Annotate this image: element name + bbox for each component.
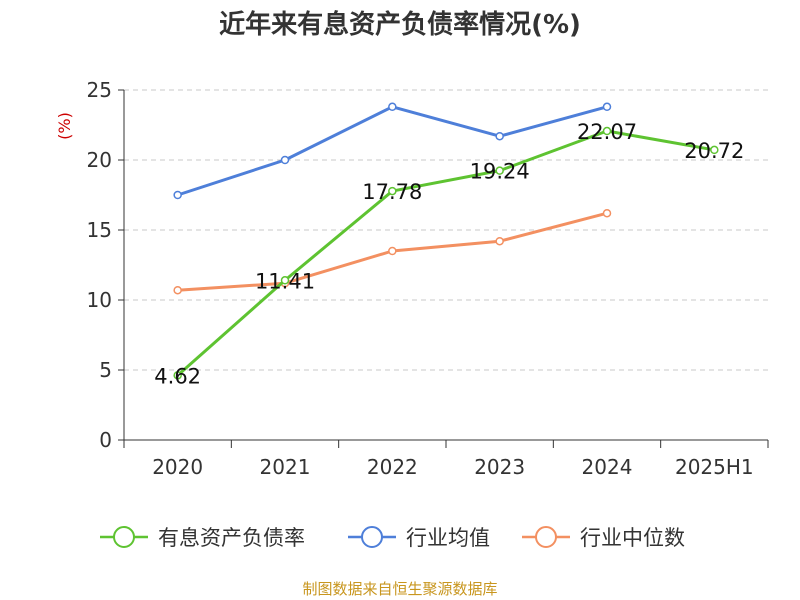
legend-label: 行业均值 — [406, 526, 490, 550]
x-tick-label-2021: 2021 — [260, 455, 311, 479]
data-point — [495, 166, 504, 175]
y-axis-label: (%) — [55, 112, 74, 140]
data-label: 4.62 — [154, 364, 201, 388]
legend: 有息资产负债率 行业均值 行业中位数 — [100, 526, 685, 550]
data-point — [280, 276, 290, 285]
data-point — [280, 155, 290, 165]
data-label: 22.07 — [577, 120, 637, 144]
legend-item-1: 行业均值 — [348, 526, 490, 550]
series-2 — [173, 208, 612, 295]
x-tick-label-2022: 2022 — [367, 455, 418, 479]
data-point — [173, 371, 182, 380]
data-point — [495, 131, 504, 141]
legend-item-2: 行业中位数 — [522, 526, 685, 550]
data-labels: 4.62 11.41 17.78 19.24 22.07 20.72 — [154, 120, 744, 388]
legend-label: 有息资产负债率 — [158, 526, 305, 550]
data-label: 11.41 — [255, 269, 315, 293]
data-point — [710, 145, 719, 155]
axes: 0 5 10 15 20 25 (%) 2020 2021 2022 2023 2024 2025H1 — [55, 78, 769, 479]
x-tick-label-2025H1: 2025H1 — [675, 455, 754, 479]
data-point — [173, 190, 182, 200]
series-0 — [173, 126, 719, 380]
y-tick-label-20: 20 — [87, 148, 112, 172]
grid-lines — [124, 89, 768, 371]
source-note: 制图数据来自恒生聚源数据库 — [302, 580, 498, 598]
data-point — [495, 236, 504, 246]
series-lines — [173, 102, 719, 380]
data-point — [602, 208, 612, 218]
y-tick-label-5: 5 — [99, 358, 112, 382]
legend-marker — [535, 526, 557, 548]
y-tick-label-15: 15 — [87, 218, 112, 242]
x-tick-label-2023: 2023 — [474, 455, 525, 479]
y-tick-label-0: 0 — [99, 428, 112, 452]
x-tick-label-2020: 2020 — [152, 455, 203, 479]
legend-item-0: 有息资产负债率 — [100, 526, 305, 550]
data-point — [602, 102, 612, 112]
data-point — [602, 126, 612, 136]
legend-label: 行业中位数 — [580, 526, 685, 550]
data-point — [388, 186, 397, 196]
data-label: 19.24 — [470, 160, 530, 184]
data-point — [388, 102, 397, 112]
x-tick-label-2024: 2024 — [582, 455, 633, 479]
series-1 — [173, 102, 612, 200]
series-line-0 — [176, 129, 715, 377]
data-label: 17.78 — [362, 180, 422, 204]
data-point — [173, 285, 182, 295]
data-label: 20.72 — [684, 139, 744, 163]
legend-marker — [113, 526, 135, 548]
legend-marker — [361, 526, 383, 548]
y-tick-label-25: 25 — [87, 78, 112, 102]
y-tick-label-10: 10 — [87, 288, 112, 312]
data-point — [388, 246, 397, 256]
chart-title: 近年来有息资产负债率情况(%) — [219, 10, 581, 40]
